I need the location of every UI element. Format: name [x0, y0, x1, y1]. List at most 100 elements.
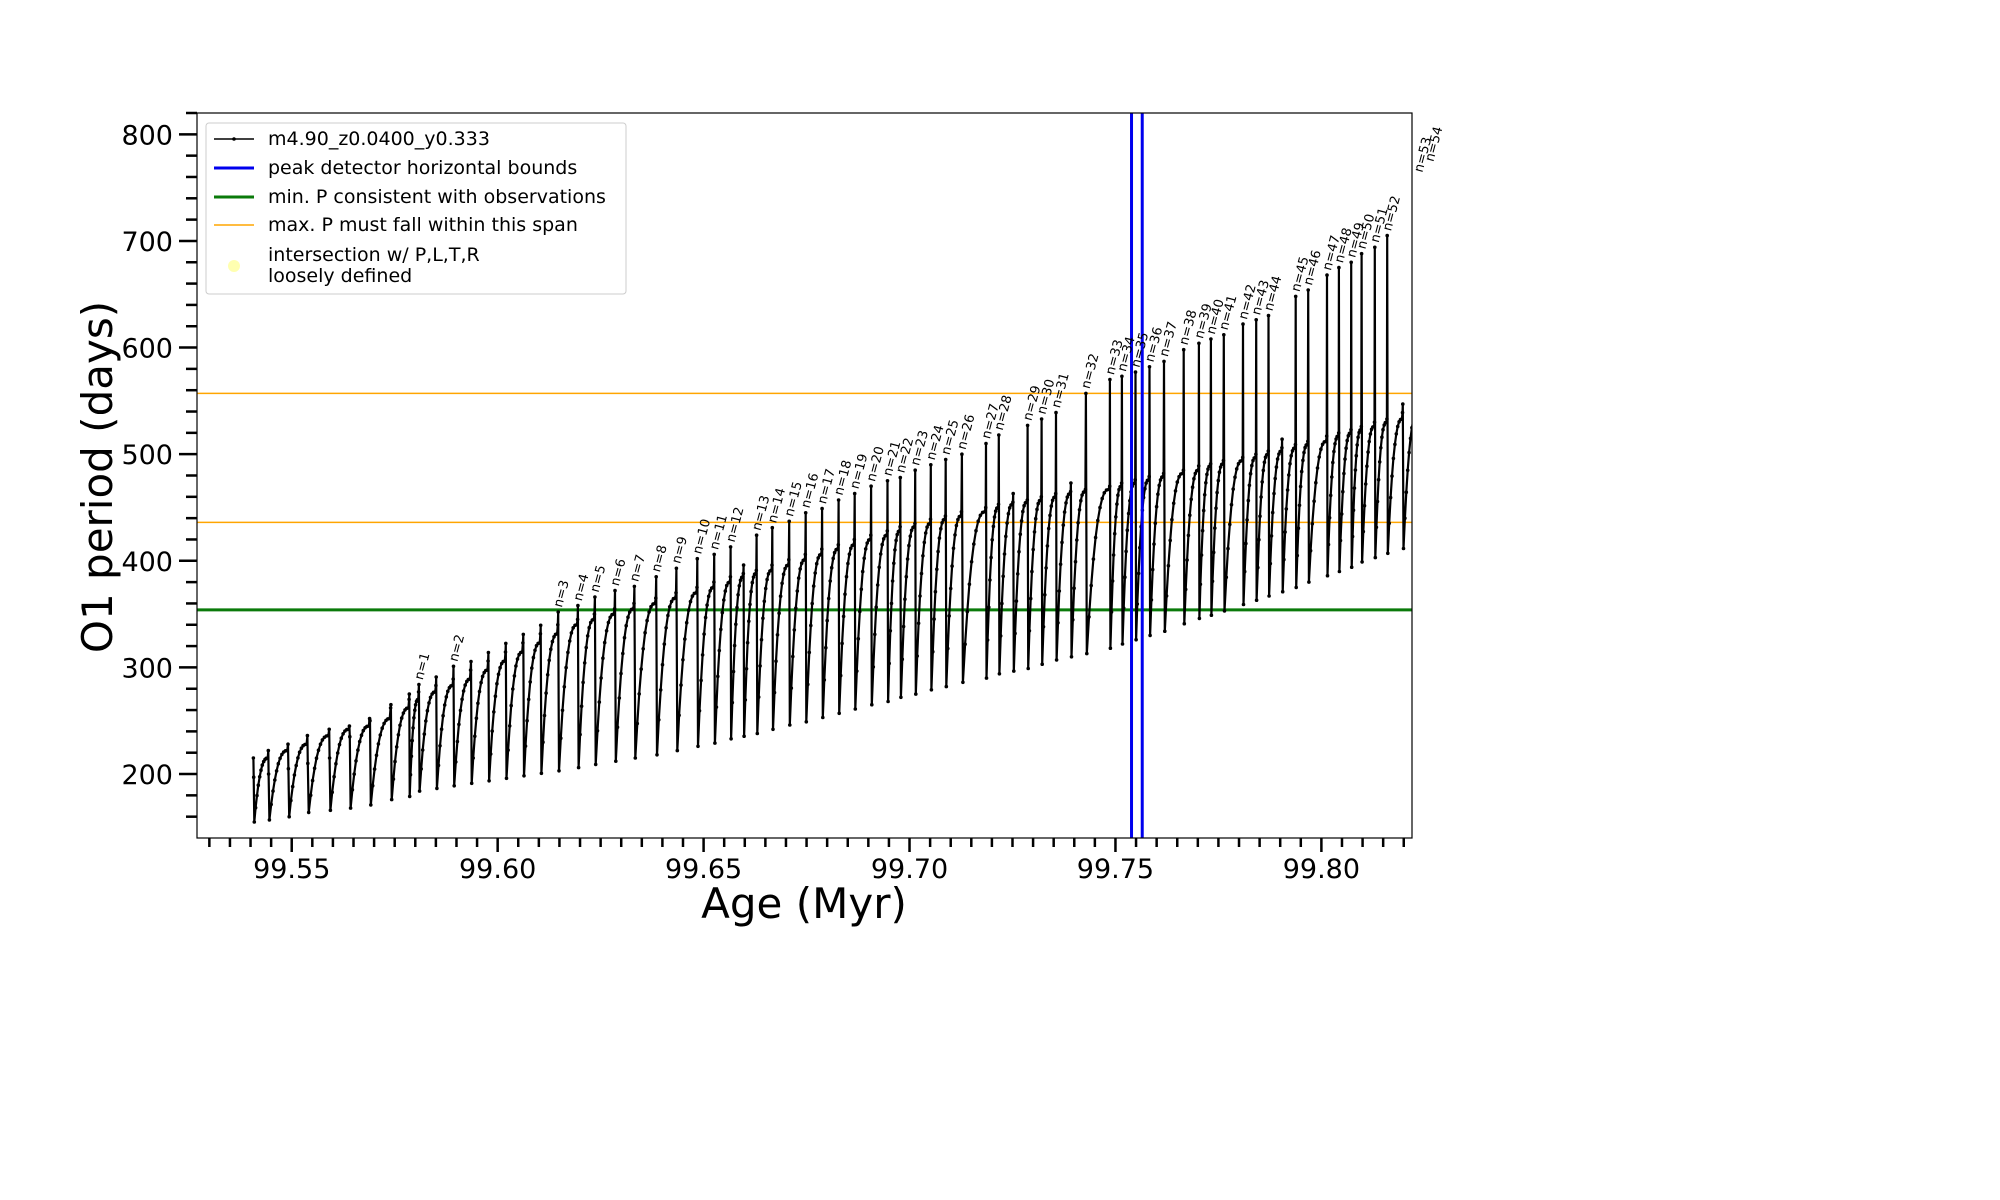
series-point	[1349, 565, 1354, 569]
series-point	[690, 594, 695, 598]
series-point	[569, 631, 574, 635]
series-point	[409, 754, 414, 758]
series-point	[399, 716, 404, 720]
series-point	[1025, 498, 1030, 502]
series-point	[608, 615, 612, 620]
series-point	[1287, 473, 1291, 477]
series-point	[1197, 341, 1201, 346]
series-point	[538, 623, 543, 628]
series-point	[863, 547, 868, 551]
series-point	[694, 591, 698, 595]
series-point	[1211, 550, 1216, 555]
series-point	[1053, 491, 1058, 496]
series-point	[410, 738, 415, 743]
series-point	[1117, 487, 1121, 492]
series-point	[1089, 583, 1093, 588]
series-point	[1280, 589, 1285, 594]
series-point	[528, 680, 532, 684]
series-point	[549, 647, 553, 652]
series-point	[890, 579, 895, 583]
series-point	[877, 565, 881, 570]
series-point	[803, 552, 808, 557]
series-point	[1040, 662, 1044, 666]
series-point	[251, 775, 256, 779]
series-point	[1120, 642, 1125, 646]
series-point	[507, 724, 512, 728]
series-point	[1198, 582, 1203, 587]
series-point	[393, 759, 397, 764]
series-point	[711, 585, 715, 590]
series-point	[595, 729, 600, 733]
series-point	[1360, 560, 1364, 564]
series-point	[487, 779, 491, 783]
series-point	[433, 690, 438, 694]
series-point	[265, 756, 270, 760]
series-point	[669, 599, 674, 604]
series-point	[542, 713, 547, 718]
series-point	[285, 748, 290, 753]
series-point	[1149, 598, 1154, 602]
series-point	[821, 715, 825, 720]
series-point	[967, 582, 972, 586]
series-point	[511, 687, 515, 691]
series-point	[1228, 522, 1232, 527]
series-point	[424, 719, 428, 723]
series-point	[673, 596, 677, 600]
series-point	[898, 524, 902, 529]
series-point	[1266, 452, 1270, 457]
series-point	[858, 609, 862, 614]
series-point	[525, 718, 529, 723]
series-point	[1116, 493, 1120, 498]
series-point	[420, 748, 425, 752]
series-point	[1272, 491, 1276, 496]
series-point	[1077, 508, 1082, 512]
series-point	[961, 680, 965, 685]
series-point	[389, 797, 394, 802]
series-point	[1108, 646, 1113, 650]
series-point	[649, 604, 653, 609]
series-point	[937, 536, 942, 540]
series-point	[286, 742, 290, 746]
series-point	[306, 810, 311, 815]
series-point	[1222, 333, 1226, 337]
series-point	[997, 672, 1002, 676]
series-point	[1126, 511, 1131, 516]
series-point	[1269, 534, 1274, 538]
series-point	[308, 793, 313, 798]
series-point	[635, 721, 640, 726]
series-point	[1123, 575, 1127, 579]
series-point	[722, 598, 726, 602]
series-point	[1011, 491, 1015, 496]
legend-frame	[205, 122, 627, 295]
series-point	[888, 629, 893, 633]
series-point	[749, 589, 753, 594]
series-point	[1071, 618, 1075, 622]
series-point	[1079, 498, 1083, 503]
series-point	[520, 650, 524, 654]
series-point	[1273, 476, 1277, 481]
series-point	[856, 636, 861, 641]
series-point	[352, 772, 357, 776]
series-point	[706, 594, 711, 599]
series-point	[417, 789, 422, 793]
series-point	[892, 561, 896, 566]
series-point	[576, 765, 581, 770]
series-point	[1301, 458, 1305, 463]
series-point	[886, 699, 890, 704]
series-point	[407, 692, 412, 696]
series-point	[1054, 658, 1059, 662]
series-point	[1216, 478, 1221, 483]
series-point	[504, 776, 509, 781]
series-point	[798, 567, 802, 571]
series-point	[452, 784, 457, 788]
series-point	[1234, 467, 1239, 471]
series-point	[792, 628, 797, 632]
series-point	[474, 716, 479, 720]
series-point	[840, 641, 844, 646]
series-point	[1060, 540, 1064, 545]
series-point	[335, 751, 340, 755]
series-point	[904, 574, 909, 579]
series-point	[873, 632, 877, 637]
series-point	[521, 632, 526, 637]
series-point	[889, 601, 894, 606]
